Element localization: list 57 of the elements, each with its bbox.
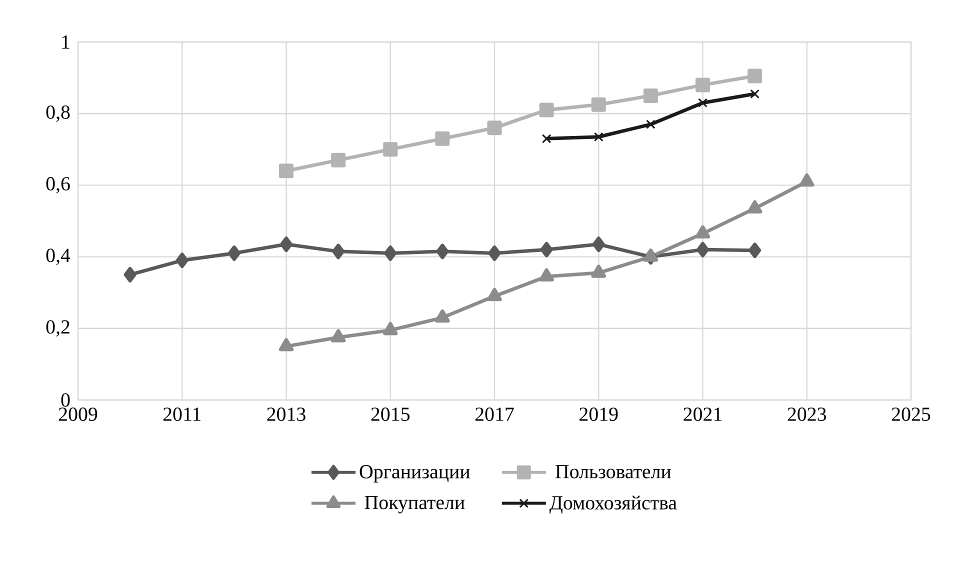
point xyxy=(800,173,814,187)
x-tick-label: 2013 xyxy=(267,408,306,421)
point xyxy=(383,322,398,336)
y-tick-label: 1 xyxy=(62,35,70,49)
point xyxy=(435,131,450,146)
x-tick-label: 2021 xyxy=(684,408,722,421)
point xyxy=(747,200,762,214)
y-tick-label: 0,8 xyxy=(46,105,70,122)
x-tick-label: 2011 xyxy=(163,408,200,421)
point xyxy=(646,120,656,130)
point xyxy=(591,97,606,112)
point xyxy=(124,266,136,282)
point xyxy=(435,309,450,323)
point xyxy=(748,242,762,258)
point xyxy=(487,120,502,136)
point xyxy=(383,142,398,157)
point xyxy=(278,338,294,352)
point xyxy=(539,268,554,282)
point xyxy=(643,88,658,103)
point xyxy=(540,242,553,258)
legend-label: Пользователи xyxy=(556,465,671,478)
point xyxy=(643,248,658,262)
point xyxy=(384,245,397,261)
point xyxy=(228,245,240,261)
x-tick-label: 2009 xyxy=(58,408,98,421)
point xyxy=(696,242,710,258)
y-tick-label: 0,4 xyxy=(46,248,70,265)
point xyxy=(280,236,293,252)
point xyxy=(594,132,604,142)
x-tick-label: 2025 xyxy=(892,408,930,421)
point xyxy=(698,98,708,108)
x-tick-label: 2015 xyxy=(371,408,410,421)
point xyxy=(176,252,188,268)
y-tick-label: 0 xyxy=(61,393,70,407)
x-tick-label: 2019 xyxy=(580,408,618,421)
point xyxy=(539,102,554,118)
point xyxy=(542,134,552,144)
x-tick-label: 2023 xyxy=(788,408,826,421)
point xyxy=(750,89,760,99)
point xyxy=(695,225,710,239)
point xyxy=(332,244,345,260)
point xyxy=(592,236,605,252)
point xyxy=(279,164,294,178)
y-tick-label: 0,6 xyxy=(46,177,70,194)
legend-label: Покупатели xyxy=(364,496,465,514)
point xyxy=(591,264,606,278)
legend-label: Домохозяйства xyxy=(550,496,677,514)
legend-label: Организации xyxy=(360,465,470,482)
point xyxy=(330,329,346,342)
point xyxy=(331,152,346,168)
point xyxy=(748,68,762,84)
point xyxy=(488,245,501,261)
y-tick-label: 0,2 xyxy=(46,320,70,337)
x-tick-label: 2017 xyxy=(475,408,514,421)
point xyxy=(436,244,449,260)
point xyxy=(696,78,710,92)
point xyxy=(487,288,502,302)
